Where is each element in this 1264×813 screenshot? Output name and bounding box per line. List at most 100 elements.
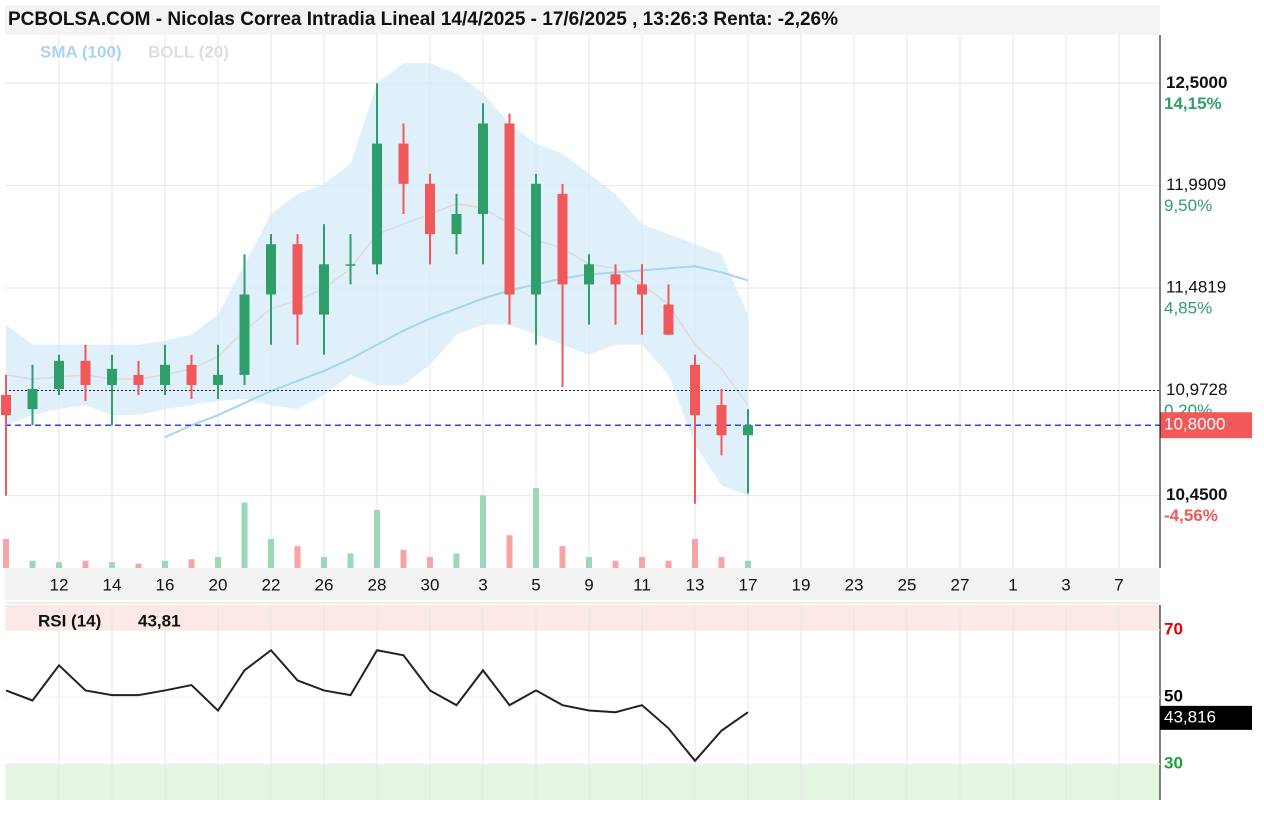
x-tick-label: 26 — [315, 575, 334, 594]
candle-body — [107, 368, 117, 385]
x-tick-label: 1 — [1008, 575, 1017, 594]
x-tick-label: 5 — [531, 575, 540, 594]
x-tick-label: 19 — [792, 575, 811, 594]
rsi-badge — [1160, 705, 1252, 730]
volume-bar — [400, 549, 407, 568]
volume-bar — [559, 546, 566, 568]
candle-body — [557, 193, 568, 285]
y-pct-label: 4,85% — [1164, 299, 1212, 318]
x-tick-label: 28 — [368, 575, 387, 594]
volume-bar — [586, 557, 592, 568]
y-tick-label: 11,9909 — [1166, 175, 1226, 194]
volume-bar — [29, 560, 36, 568]
volume-bar — [268, 538, 274, 568]
x-tick-label: 7 — [1114, 575, 1123, 594]
volume-bar — [162, 560, 168, 568]
candle-body — [531, 183, 541, 295]
candle-body — [372, 143, 382, 265]
volume-bar — [533, 488, 539, 568]
volume-bar — [215, 557, 221, 568]
candle-body — [584, 264, 594, 285]
candle-body — [663, 304, 674, 335]
candle-body — [160, 364, 170, 385]
volume-bar — [374, 509, 380, 568]
volume-bar — [135, 563, 142, 568]
x-tick-label: 13 — [686, 575, 705, 594]
volume-bar — [665, 560, 672, 568]
candle-body — [1, 395, 11, 416]
candle-body — [266, 244, 276, 295]
volume-bar — [612, 560, 619, 568]
candle-body — [690, 364, 700, 416]
volume-bar — [321, 557, 327, 568]
candle-body — [478, 123, 488, 215]
last-price-label: 10,8000 — [1164, 415, 1225, 434]
x-tick-label: 3 — [1061, 575, 1070, 594]
legend-label: SMA (100) — [40, 42, 122, 61]
y-pct-label: 14,15% — [1164, 94, 1222, 113]
volume-bar — [692, 538, 698, 568]
volume-bar — [347, 553, 354, 568]
volume-bar — [241, 502, 248, 568]
volume-bar — [506, 535, 513, 568]
x-tick-label: 22 — [262, 575, 281, 594]
rsi-tick-label: 30 — [1164, 754, 1183, 773]
candle-body — [54, 360, 64, 389]
rsi-title: RSI (14) — [38, 611, 101, 630]
candle-body — [345, 264, 356, 266]
volume-bar — [453, 553, 460, 568]
x-tick-label: 23 — [845, 575, 864, 594]
x-tick-label: 12 — [50, 575, 69, 594]
legend-label: BOLL (20) — [148, 42, 229, 61]
candle-body — [213, 374, 223, 385]
candle-body — [637, 284, 647, 295]
x-tick-label: 20 — [209, 575, 228, 594]
title-bar — [5, 5, 1160, 35]
volume-bar — [718, 557, 725, 568]
candle-body — [133, 374, 144, 385]
volume-bar — [745, 560, 751, 568]
last-price-badge — [1160, 412, 1252, 439]
candle-body — [425, 183, 435, 235]
oversold-zone — [5, 764, 1160, 800]
candle-body — [292, 244, 303, 315]
x-tick-label: 27 — [951, 575, 970, 594]
x-tick-label: 30 — [421, 575, 440, 594]
x-axis-band — [5, 568, 1160, 600]
volume-bar — [82, 560, 89, 568]
x-tick-label: 16 — [156, 575, 175, 594]
candle-body — [80, 360, 91, 385]
y-tick-label: 10,4500 — [1166, 485, 1227, 504]
rsi-line — [5, 648, 749, 763]
volume-bar — [639, 557, 645, 568]
x-tick-label: 17 — [739, 575, 758, 594]
sma-line — [164, 265, 749, 439]
volume-bar — [427, 557, 433, 568]
y-tick-label: 11,4819 — [1166, 278, 1226, 297]
candle-body — [319, 264, 329, 315]
candle-body — [398, 143, 409, 184]
y-tick-label: 10,9728 — [1166, 380, 1227, 399]
overbought-zone — [5, 605, 1160, 631]
candle-body — [239, 294, 250, 375]
y-pct-label: -4,56% — [1164, 506, 1218, 525]
x-tick-label: 25 — [898, 575, 917, 594]
candle-body — [27, 388, 38, 410]
rsi-current: 43,81 — [138, 611, 181, 630]
candle-body — [716, 405, 727, 436]
chart-title: PCBOLSA.COM - Nicolas Correa Intradia Li… — [8, 9, 838, 30]
volume-bar — [109, 562, 115, 568]
rsi-last-label: 43,816 — [1164, 707, 1216, 726]
candle-body — [743, 425, 753, 436]
candle-body — [451, 214, 462, 235]
volume-bar — [56, 562, 62, 568]
rsi-tick-label: 70 — [1164, 620, 1183, 639]
x-tick-label: 11 — [633, 575, 651, 594]
candle-body — [504, 123, 515, 295]
volume-bar — [480, 495, 486, 568]
x-tick-label: 14 — [103, 575, 122, 594]
x-tick-label: 9 — [584, 575, 593, 594]
y-pct-label: 9,50% — [1164, 196, 1212, 215]
